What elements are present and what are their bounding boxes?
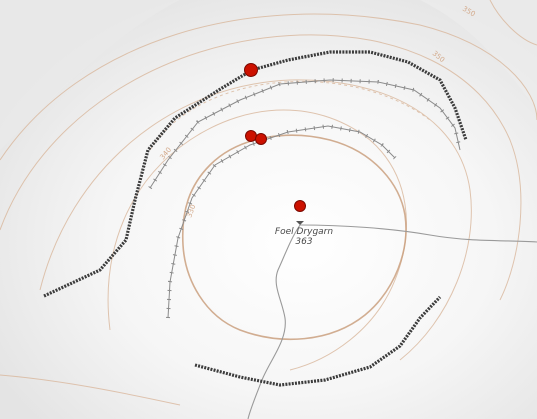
contour-line [107,109,407,371]
footpath [247,224,301,419]
summit-elevation: 363 [295,237,313,247]
inner-bank-north [149,79,461,189]
inner-bank-west [167,125,396,319]
map-marker-pin[interactable] [255,133,267,145]
location-markers[interactable] [244,63,306,212]
contour-line [0,34,522,301]
contour-line [489,0,537,46]
contour-line [0,13,537,161]
contour-line [0,374,181,406]
terrain-shadow [420,0,537,110]
footpath [299,224,537,243]
summit-name: Foel Drygarn [274,227,334,237]
summit-contour [181,134,407,341]
southern-rampart [194,295,442,387]
map-marker-pin[interactable] [244,63,258,77]
footpaths [247,224,537,419]
summit-label: Foel Drygarn 363 [266,227,342,247]
map-marker-pin[interactable] [245,130,257,142]
map-marker-pin[interactable] [294,200,306,212]
trig-point-icon [296,221,304,225]
inner-banks [148,77,462,319]
contour-line [39,79,472,361]
contour-lines [0,0,537,406]
terrain-shadow [0,0,180,150]
